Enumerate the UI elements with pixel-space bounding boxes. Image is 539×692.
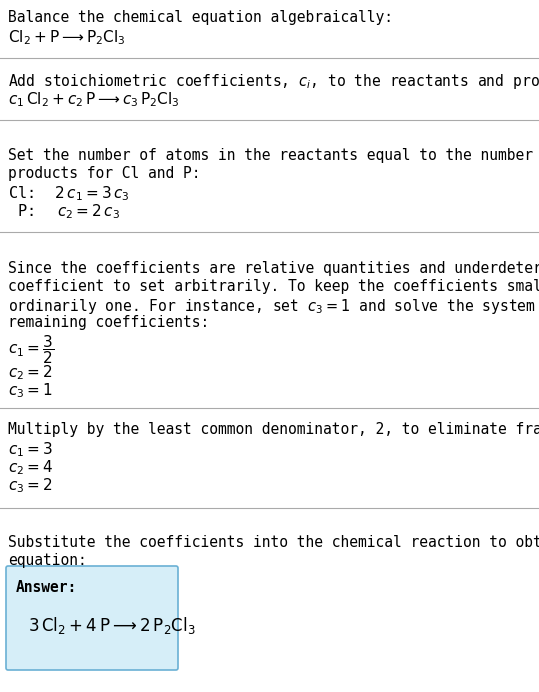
FancyBboxPatch shape [6,566,178,670]
Text: Answer:: Answer: [16,580,77,595]
Text: $c_1\,\mathrm{Cl_2} + c_2\,\mathrm{P} \longrightarrow c_3\,\mathrm{P_2Cl_3}$: $c_1\,\mathrm{Cl_2} + c_2\,\mathrm{P} \l… [8,90,180,109]
Text: Set the number of atoms in the reactants equal to the number of atoms in the: Set the number of atoms in the reactants… [8,148,539,163]
Text: $c_3 = 1$: $c_3 = 1$ [8,381,53,400]
Text: Balance the chemical equation algebraically:: Balance the chemical equation algebraica… [8,10,393,25]
Text: $\mathrm{Cl_2 + P \longrightarrow P_2Cl_3}$: $\mathrm{Cl_2 + P \longrightarrow P_2Cl_… [8,28,126,46]
Text: Substitute the coefficients into the chemical reaction to obtain the balanced: Substitute the coefficients into the che… [8,535,539,550]
Text: Since the coefficients are relative quantities and underdetermined, choose a: Since the coefficients are relative quan… [8,261,539,276]
Text: $c_1 = 3$: $c_1 = 3$ [8,440,53,459]
Text: P: $\ \ \,c_2 = 2\,c_3$: P: $\ \ \,c_2 = 2\,c_3$ [8,202,120,221]
Text: $3\,\mathrm{Cl_2} + 4\,\mathrm{P} \longrightarrow 2\,\mathrm{P_2Cl_3}$: $3\,\mathrm{Cl_2} + 4\,\mathrm{P} \longr… [28,615,196,636]
Text: Multiply by the least common denominator, 2, to eliminate fractional coefficient: Multiply by the least common denominator… [8,422,539,437]
Text: coefficient to set arbitrarily. To keep the coefficients small, the arbitrary va: coefficient to set arbitrarily. To keep … [8,279,539,294]
Text: $c_3 = 2$: $c_3 = 2$ [8,476,52,495]
Text: $c_2 = 2$: $c_2 = 2$ [8,363,52,382]
Text: equation:: equation: [8,553,87,568]
Text: products for Cl and P:: products for Cl and P: [8,166,201,181]
Text: remaining coefficients:: remaining coefficients: [8,315,209,330]
Text: $c_2 = 4$: $c_2 = 4$ [8,458,53,477]
Text: Add stoichiometric coefficients, $c_i$, to the reactants and products:: Add stoichiometric coefficients, $c_i$, … [8,72,539,91]
Text: $c_1 = \dfrac{3}{2}$: $c_1 = \dfrac{3}{2}$ [8,333,54,366]
Text: ordinarily one. For instance, set $c_3 = 1$ and solve the system of equations fo: ordinarily one. For instance, set $c_3 =… [8,297,539,316]
Text: Cl: $\ \ 2\,c_1 = 3\,c_3$: Cl: $\ \ 2\,c_1 = 3\,c_3$ [8,184,129,203]
